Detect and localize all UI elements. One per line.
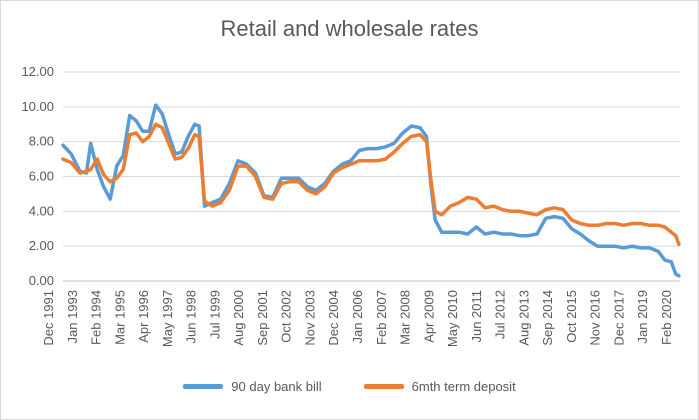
x-tick-label: Aug 2000 [231, 290, 246, 346]
x-tick-label: Oct 2002 [279, 290, 294, 343]
x-tick-label: Jan 2019 [635, 290, 650, 344]
chart-title: Retail and wholesale rates [220, 16, 479, 41]
series-line-bank-bill [61, 103, 681, 278]
series-lines [61, 103, 681, 278]
x-tick-label: Feb 1994 [89, 290, 104, 345]
legend-item-term-deposit: 6mth term deposit [363, 379, 516, 394]
y-tick-label: 12.00 [21, 64, 54, 79]
y-tick-label: 10.00 [21, 99, 54, 114]
x-tick-label: Jan 2006 [350, 290, 365, 344]
x-tick-label: May 1997 [160, 290, 175, 347]
x-tick-label: Sep 2014 [540, 290, 555, 346]
y-tick-label: 2.00 [29, 238, 54, 253]
x-tick-label: Jun 1998 [184, 290, 199, 344]
y-tick-label: 6.00 [29, 169, 54, 184]
x-tick-label: Jul 1999 [207, 290, 222, 339]
legend-swatch-bank-bill [183, 384, 224, 389]
x-tick-label: Apr 1996 [136, 290, 151, 343]
x-tick-label: Feb 2020 [659, 290, 674, 345]
legend-label-term-deposit: 6mth term deposit [411, 379, 516, 394]
x-tick-label: Dec 2004 [326, 290, 341, 346]
x-tick-label: Mar 1995 [112, 290, 127, 345]
y-tick-label: 0.00 [29, 273, 54, 288]
x-tick-label: Dec 2017 [611, 290, 626, 346]
x-axis-ticks: Dec 1991 Jan 1993 Feb 1994 Mar 1995 Apr 1996… [41, 290, 674, 347]
x-tick-label: Sep 2001 [255, 290, 270, 346]
y-tick-label: 8.00 [29, 134, 54, 149]
x-tick-label: Mar 2008 [398, 290, 413, 345]
legend-label-bank-bill: 90 day bank bill [231, 379, 322, 394]
x-tick-label: Jun 2011 [469, 290, 484, 343]
series-line-term-deposit [61, 122, 681, 247]
x-tick-label: Nov 2016 [588, 290, 603, 346]
y-axis-ticks: 0.00 2.00 4.00 6.00 8.00 10.00 12.00 [21, 64, 54, 288]
x-tick-label: Jul 2012 [493, 290, 508, 339]
legend-swatch-term-deposit [363, 384, 404, 389]
x-tick-label: Nov 2003 [302, 290, 317, 346]
legend: 90 day bank bill 6mth term deposit [0, 379, 699, 394]
x-tick-label: Feb 2007 [374, 290, 389, 345]
gridlines [63, 71, 680, 282]
x-tick-label: Jan 1993 [65, 290, 80, 344]
x-tick-label: Apr 2009 [421, 290, 436, 343]
x-tick-label: May 2010 [445, 290, 460, 347]
x-tick-label: Aug 2013 [516, 290, 531, 346]
y-tick-label: 4.00 [29, 203, 54, 218]
x-tick-label: Oct 2015 [564, 290, 579, 343]
x-tick-label: Dec 1991 [41, 290, 56, 346]
legend-item-bank-bill: 90 day bank bill [183, 379, 322, 394]
